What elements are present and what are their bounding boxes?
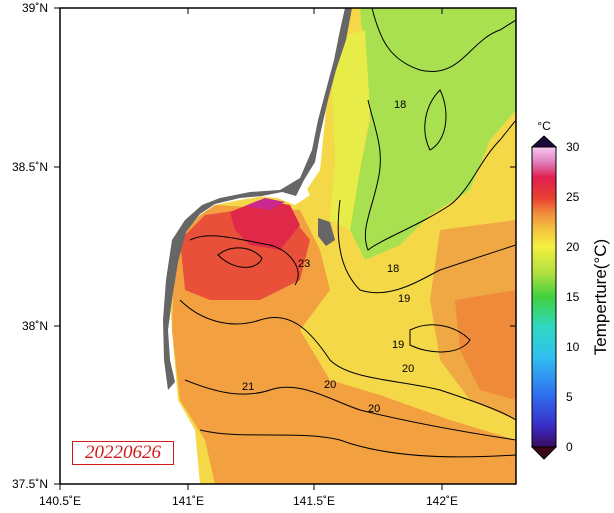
colorbar-tick: 5 (566, 390, 573, 404)
lat-label: 38˚N (22, 319, 48, 333)
latitude-labels: 39˚N 38.5˚N 38˚N 37.5˚N (12, 1, 48, 491)
colorbar-scale (531, 146, 557, 448)
sea-darkorange-east (455, 290, 516, 400)
longitude-labels: 140.5˚E 141˚E 141.5˚E 142˚E (39, 494, 458, 508)
contour-label: 19 (398, 293, 410, 305)
lat-label: 39˚N (22, 1, 48, 15)
colorbar-tick-labels: 30 25 20 15 10 5 0 (566, 140, 580, 454)
contour-label: 20 (402, 363, 414, 375)
contour-lines (179, 8, 516, 458)
sea-magenta-spot (245, 198, 285, 210)
axis-ticks (54, 7, 516, 490)
contour-label: 20 (368, 403, 380, 415)
colorbar-unit: °C (537, 119, 551, 133)
land-honshu (60, 8, 348, 484)
colorbar-tick: 30 (566, 140, 580, 154)
contour-label: 21 (242, 381, 254, 393)
colorbar-tick: 15 (566, 290, 580, 304)
lat-label: 37.5˚N (12, 477, 48, 491)
sst-field (60, 8, 516, 484)
date-label: 20220626 (72, 441, 174, 465)
contour-label-group: 18 18 19 19 20 20 20 21 23 (242, 99, 414, 415)
lat-label: 38.5˚N (12, 160, 48, 174)
contour-label: 18 (394, 99, 406, 111)
colorbar-tick: 10 (566, 340, 580, 354)
contour-label: 18 (387, 263, 399, 275)
lon-label: 141.5˚E (293, 494, 335, 508)
map-frame (59, 7, 517, 485)
sea-deepred-region (230, 200, 300, 250)
colorbar-tick: 0 (566, 440, 573, 454)
contour-label: 20 (324, 379, 336, 391)
lon-label: 142˚E (426, 494, 458, 508)
colorbar-title: Temperture(°C) (591, 239, 610, 355)
sea-yellowgreen-region (330, 30, 370, 230)
lon-label: 141˚E (172, 494, 204, 508)
lon-label: 140.5˚E (39, 494, 81, 508)
island-oshika (318, 218, 335, 246)
colorbar: °C 30 25 20 15 10 5 0 Temperture(°C) (530, 119, 610, 460)
colorbar-bottom-arrow (530, 446, 558, 460)
colorbar-tick: 20 (566, 240, 580, 254)
contour-label: 23 (298, 258, 310, 270)
colorbar-tick: 25 (566, 190, 580, 204)
contour-label: 19 (392, 339, 404, 351)
colorbar-top-arrow (530, 135, 558, 148)
sea-green-region (350, 8, 516, 260)
